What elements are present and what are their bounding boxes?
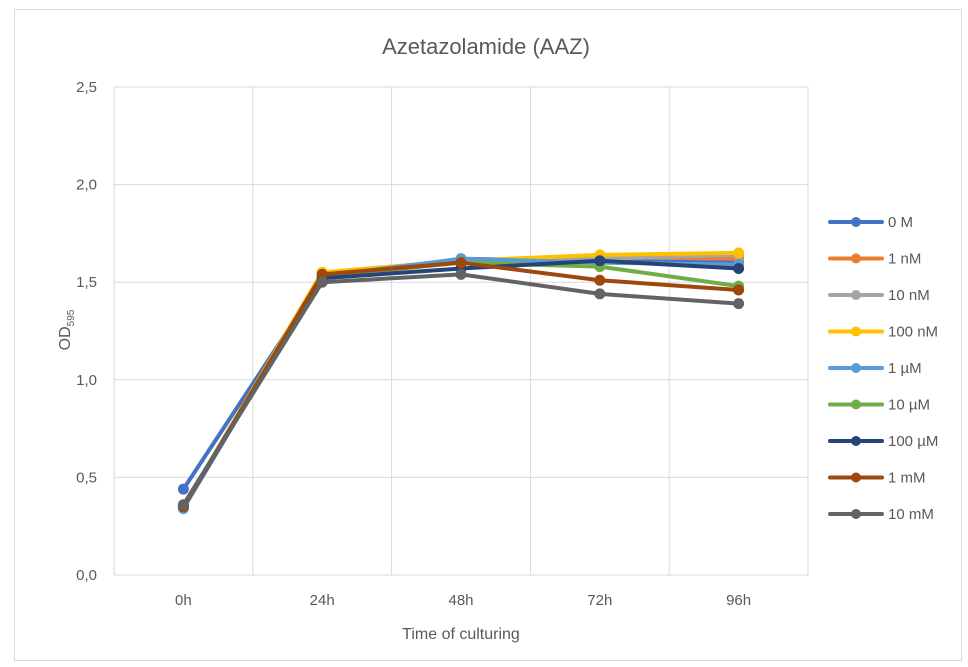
x-tick-label: 96h — [726, 592, 751, 609]
legend-label: 0 M — [888, 214, 913, 231]
data-point — [594, 288, 606, 300]
series-group — [177, 257, 745, 513]
legend-item: 0 M — [828, 214, 913, 231]
series-group — [177, 253, 745, 515]
legend-label: 1 µM — [888, 360, 922, 377]
data-point — [733, 247, 745, 259]
legend-item: 1 mM — [828, 470, 926, 487]
data-point — [733, 263, 745, 275]
x-axis-ticks: 0h 24h 48h 72h 96h — [175, 592, 751, 609]
legend-label: 100 nM — [888, 324, 938, 341]
y-tick-label: 2,5 — [76, 79, 97, 96]
y-axis-label: OD595 — [57, 309, 77, 350]
y-axis-ticks: 0,0 0,5 1,0 1,5 2,0 2,5 — [76, 79, 97, 584]
legend-swatch-marker — [851, 326, 861, 337]
legend-swatch-marker — [851, 253, 861, 264]
series-line — [181, 272, 741, 507]
series-group — [177, 268, 745, 511]
y-tick-label: 0,5 — [76, 469, 97, 486]
legend-swatch-marker — [851, 399, 861, 410]
x-axis-label: Time of culturing — [402, 626, 520, 643]
data-point — [733, 284, 745, 296]
legend-item: 100 nM — [828, 324, 938, 341]
series-group — [177, 251, 745, 513]
y-tick-label: 0,0 — [76, 567, 97, 584]
chart-frame — [14, 9, 962, 661]
series-group — [177, 257, 745, 513]
data-point — [594, 255, 606, 267]
legend-swatch-marker — [851, 509, 861, 519]
legend-swatch-marker — [851, 217, 861, 227]
y-tick-label: 1,0 — [76, 372, 97, 389]
x-tick-label: 24h — [310, 592, 335, 609]
legend-item: 1 nM — [828, 251, 921, 268]
y-axis-label-main: OD — [57, 326, 74, 350]
x-tick-label: 48h — [448, 592, 473, 609]
data-point — [455, 257, 467, 269]
series-line — [181, 254, 741, 509]
legend-item: 10 mM — [828, 506, 934, 523]
y-axis-label-subscript: 595 — [66, 309, 77, 326]
legend-item: 1 µM — [828, 360, 922, 377]
legend-swatch-marker — [851, 436, 861, 446]
data-point — [455, 268, 467, 280]
legend-item: 100 µM — [828, 433, 938, 450]
data-point — [733, 298, 745, 310]
x-tick-label: 0h — [175, 592, 192, 609]
legend-swatch-marker — [851, 472, 861, 483]
data-point — [316, 276, 328, 288]
x-tick-label: 72h — [587, 592, 612, 609]
series-line — [181, 252, 741, 509]
legend-swatch-marker — [851, 363, 861, 373]
legend-label: 10 nM — [888, 287, 930, 304]
series-lines — [177, 247, 745, 515]
legend-label: 10 mM — [888, 506, 934, 523]
legend-item: 10 nM — [828, 287, 930, 304]
chart-title: Azetazolamide (AAZ) — [382, 34, 590, 59]
legend-swatch-marker — [851, 290, 861, 300]
data-point — [594, 274, 606, 286]
series-group — [177, 255, 745, 513]
y-tick-label: 2,0 — [76, 177, 97, 194]
legend: 0 M 1 nM 10 nM 100 nM 1 µM 10 µM 100 µM 1 mM 10 … — [828, 214, 938, 523]
legend-label: 1 nM — [888, 251, 921, 268]
legend-item: 10 µM — [828, 397, 930, 414]
legend-label: 10 µM — [888, 397, 930, 414]
data-point — [177, 483, 189, 495]
data-point — [177, 499, 189, 511]
gridlines — [113, 86, 809, 576]
legend-label: 100 µM — [888, 433, 938, 450]
y-tick-label: 1,5 — [76, 274, 97, 291]
legend-label: 1 mM — [888, 470, 926, 487]
series-group — [177, 249, 745, 513]
